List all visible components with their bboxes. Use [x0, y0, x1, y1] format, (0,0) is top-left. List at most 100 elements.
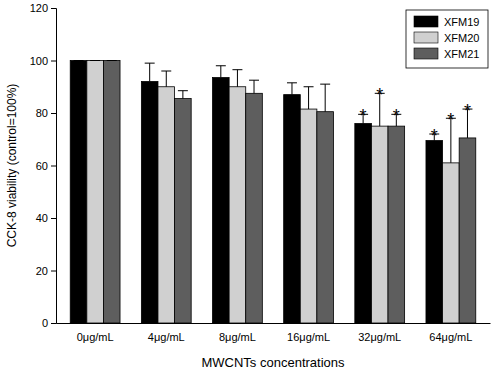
legend-label: XFM20: [444, 32, 479, 44]
legend-swatch: [414, 16, 438, 27]
error-line: [308, 87, 309, 109]
y-axis: 0 20 40 60 80 100 120: [30, 2, 57, 329]
y-tick-mark: [51, 113, 56, 114]
error-line: [325, 84, 326, 112]
x-tick-label: 8μg/mL: [219, 331, 256, 343]
error-bar: [320, 84, 330, 112]
error-line: [291, 83, 292, 95]
bar: [141, 82, 158, 324]
legend-item: XFM21: [414, 48, 479, 60]
y-tick-mark: [51, 61, 56, 62]
x-tick-label: 16μg/mL: [287, 331, 330, 343]
x-tick: 64μg/mL: [429, 323, 472, 343]
x-tick: 0μg/mL: [77, 323, 114, 343]
x-axis: 0μg/mL 4μg/mL 8μg/mL 16μg/mL 32μg/mL 64μg/mL: [57, 323, 491, 343]
x-tick-label: 32μg/mL: [358, 331, 401, 343]
legend: XFM19 XFM20 XFM21: [406, 10, 488, 68]
x-axis-title: MWCNTs concentrations: [201, 355, 345, 370]
bar: [388, 126, 405, 323]
y-tick: 100: [30, 55, 56, 67]
bar: [229, 87, 246, 323]
error-bar: [90, 60, 100, 61]
legend-swatch: [414, 32, 438, 43]
x-axis-line: [57, 323, 491, 324]
bar: [246, 93, 263, 323]
bar: [213, 78, 230, 323]
bar: [284, 95, 301, 323]
legend-item: XFM20: [414, 32, 479, 44]
error-line: [254, 80, 255, 93]
y-tick: 0: [42, 317, 56, 329]
bar: [103, 61, 120, 324]
y-tick-label: 80: [36, 107, 48, 119]
error-bar: [161, 71, 171, 87]
y-tick-label: 120: [30, 2, 48, 14]
bar: [355, 124, 372, 324]
error-bar: [216, 66, 226, 78]
y-tick-mark: [51, 8, 56, 9]
y-tick-mark: [51, 323, 56, 324]
significance-marker: *: [431, 126, 438, 146]
x-tick: 32μg/mL: [358, 323, 401, 343]
y-tick: 20: [36, 265, 56, 277]
significance-marker: *: [447, 110, 454, 130]
error-bar: [74, 60, 84, 61]
error-cap: [216, 65, 226, 66]
error-line: [182, 91, 183, 99]
y-tick-mark: [51, 218, 56, 219]
error-cap: [107, 60, 117, 61]
error-cap: [178, 90, 188, 91]
bar: [371, 126, 388, 323]
y-tick-label: 60: [36, 160, 48, 172]
bar: [87, 61, 104, 324]
error-bar: [145, 63, 155, 81]
error-cap: [161, 71, 171, 72]
legend-frame: [406, 10, 488, 68]
significance-marker: *: [393, 106, 400, 126]
error-line: [237, 70, 238, 87]
significance-marker: *: [464, 101, 471, 121]
error-bar: [232, 70, 242, 87]
series: [87, 61, 459, 324]
y-tick: 60: [36, 160, 56, 172]
y-tick-mark: [51, 271, 56, 272]
bar: [175, 99, 192, 323]
error-cap: [145, 63, 155, 64]
y-axis-line: [51, 9, 57, 324]
bar: [70, 61, 87, 324]
bar: [158, 87, 175, 323]
y-tick: 120: [30, 2, 56, 14]
x-tick-label: 64μg/mL: [429, 331, 472, 343]
error-cap: [249, 80, 259, 81]
bar: [317, 112, 334, 323]
y-tick: 80: [36, 107, 56, 119]
legend-label: XFM21: [444, 48, 479, 60]
y-tick-label: 0: [42, 317, 48, 329]
y-axis-title: CCK-8 viability (control=100%): [5, 84, 19, 248]
error-cap: [304, 86, 314, 87]
error-cap: [90, 60, 100, 61]
error-line: [220, 66, 221, 78]
legend-label: XFM19: [444, 16, 479, 28]
y-tick-label: 20: [36, 265, 48, 277]
error-line: [166, 71, 167, 87]
y-tick-label: 40: [36, 212, 48, 224]
bar: [459, 138, 476, 323]
x-tick-label: 0μg/mL: [77, 331, 114, 343]
error-bar: [287, 83, 297, 95]
x-tick: 4μg/mL: [148, 323, 185, 343]
chart: * * * * * * 0 20 40 60 80 100 120 0μg/mL 4μg/mL 8μg/mL 1…: [0, 0, 500, 375]
series: [103, 61, 475, 324]
legend-swatch: [414, 48, 438, 59]
plot: * * * * * * 0 20 40 60 80 100 120 0μg/mL 4μg/mL 8μg/mL 1…: [30, 2, 491, 343]
error-cap: [320, 84, 330, 85]
bar: [426, 141, 443, 323]
error-bar: [304, 87, 314, 109]
significance-marker: *: [376, 85, 383, 105]
bar: [300, 109, 317, 323]
marks: [70, 61, 476, 324]
error-bar: [249, 80, 259, 93]
error-cap: [287, 82, 297, 83]
error-line: [149, 63, 150, 81]
significance-marker: *: [360, 106, 367, 126]
